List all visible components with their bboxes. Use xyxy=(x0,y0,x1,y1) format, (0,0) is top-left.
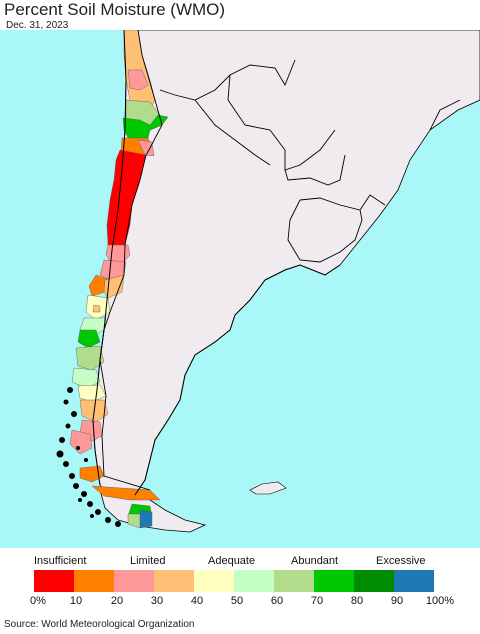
legend-tick: 10 xyxy=(69,595,83,607)
legend-tick: 100% xyxy=(425,595,455,607)
legend-tick: 80 xyxy=(350,595,364,607)
legend-tick: 60 xyxy=(270,595,284,607)
source-note: Source: World Meteorological Organizatio… xyxy=(4,619,195,630)
legend-swatch xyxy=(314,570,354,592)
legend-swatch xyxy=(154,570,194,592)
map-title: Percent Soil Moisture (WMO) xyxy=(4,0,226,19)
legend-swatch xyxy=(274,570,314,592)
legend-cat-insufficient: Insufficient xyxy=(34,555,87,567)
country-borders xyxy=(159,59,461,263)
falkland-islands xyxy=(249,481,287,495)
argentina-coastline xyxy=(134,264,341,496)
legend-swatch xyxy=(74,570,114,592)
chile-soil-moisture xyxy=(69,30,169,529)
legend-cat-abundant: Abundant xyxy=(291,555,339,567)
legend-cat-excessive: Excessive xyxy=(376,555,426,567)
legend-swatch xyxy=(354,570,394,592)
legend-cat-limited: Limited xyxy=(130,555,166,567)
legend-tick: 70 xyxy=(310,595,324,607)
legend-tick: 0% xyxy=(30,595,46,607)
legend-tick: 50 xyxy=(230,595,244,607)
legend-swatch xyxy=(114,570,154,592)
legend-tick: 20 xyxy=(110,595,124,607)
map-svg xyxy=(56,30,480,533)
chile-coastline xyxy=(92,30,127,486)
chile-archipelago xyxy=(56,387,121,527)
map-date: Dec. 31, 2023 xyxy=(6,20,69,31)
legend-swatch xyxy=(34,570,74,592)
legend-cat-adequate: Adequate xyxy=(208,555,256,567)
chile-argentina-border xyxy=(99,30,163,491)
legend-swatch xyxy=(194,570,234,592)
legend-swatch xyxy=(234,570,274,592)
legend-tick: 40 xyxy=(190,595,204,607)
legend-tick: 30 xyxy=(150,595,164,607)
legend-color-bar xyxy=(34,570,434,592)
map-area xyxy=(0,30,480,548)
legend-swatch xyxy=(394,570,434,592)
legend-tick: 90 xyxy=(390,595,404,607)
